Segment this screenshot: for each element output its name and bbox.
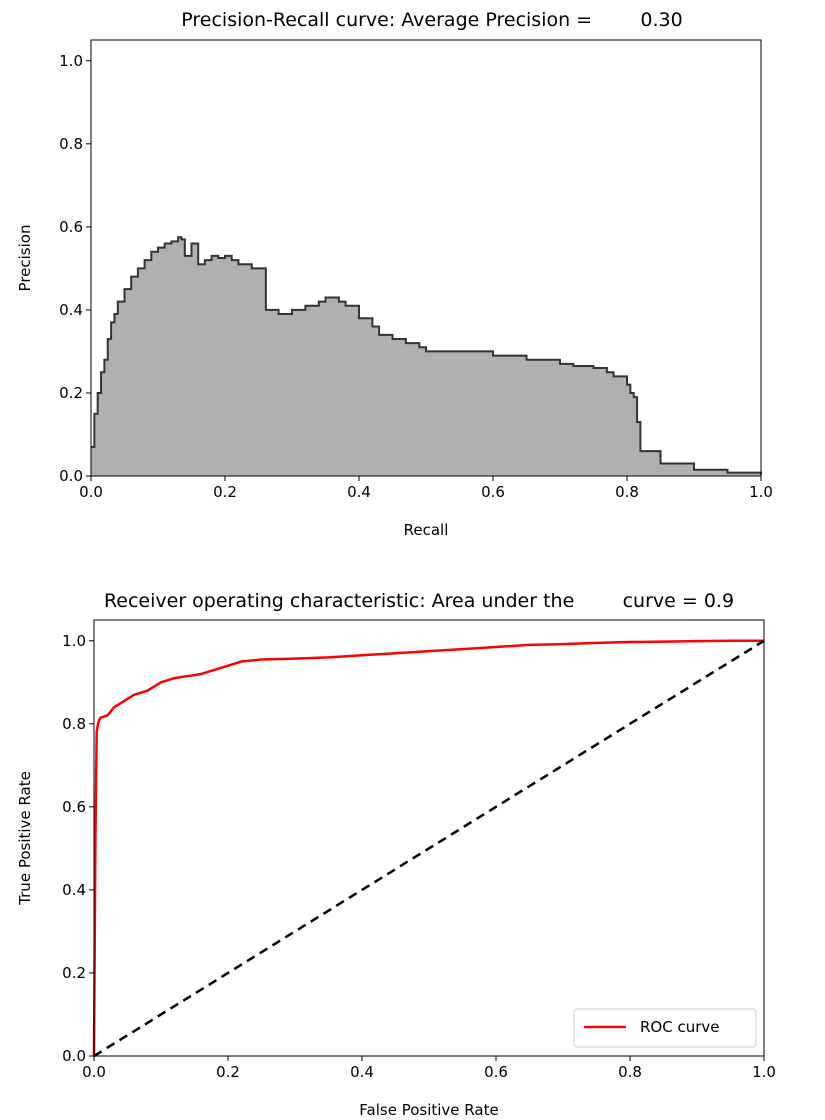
precision-recall-chart: Precision-Recall curve: Average Precisio… [16, 9, 773, 539]
y-tick-label: 0.8 [59, 135, 83, 153]
x-axis-ticks: 0.0 0.2 0.4 0.6 0.8 1.0 [79, 476, 773, 501]
y-axis-label: True Positive Rate [16, 771, 34, 906]
x-tick-label: 0.6 [481, 483, 505, 501]
x-tick-label: 1.0 [749, 483, 773, 501]
axes-frame [93, 619, 765, 1057]
diagonal-reference-line [93, 639, 765, 1058]
y-axis-ticks: 0.0 0.2 0.4 0.6 0.8 1.0 [62, 632, 94, 1065]
chart-title: Receiver operating characteristic: Area … [104, 590, 734, 612]
y-tick-label: 0.0 [59, 467, 83, 485]
y-tick-label: 0.6 [62, 798, 86, 816]
x-tick-label: 0.2 [213, 483, 237, 501]
x-axis-label: Recall [404, 521, 449, 539]
y-tick-label: 0.4 [62, 881, 86, 899]
legend: ROC curve [573, 1008, 757, 1048]
axes-frame [90, 39, 762, 477]
x-axis-ticks: 0.0 0.2 0.4 0.6 0.8 1.0 [82, 1056, 776, 1081]
plot-area [92, 639, 765, 1058]
chart-title: Precision-Recall curve: Average Precisio… [181, 9, 682, 31]
roc-curve-line [92, 639, 764, 1057]
x-tick-label: 0.8 [615, 483, 639, 501]
plot-area [91, 236, 762, 476]
x-tick-label: 0.4 [347, 483, 371, 501]
roc-chart: Receiver operating characteristic: Area … [16, 590, 776, 1119]
legend-box [573, 1008, 757, 1048]
x-tick-label: 1.0 [752, 1063, 776, 1081]
x-tick-label: 0.0 [82, 1063, 106, 1081]
precision-area [91, 237, 761, 476]
y-tick-label: 1.0 [59, 52, 83, 70]
x-tick-label: 0.2 [216, 1063, 240, 1081]
x-tick-label: 0.0 [79, 483, 103, 501]
y-axis-label: Precision [16, 225, 34, 292]
precision-step-line [91, 236, 762, 475]
y-tick-label: 0.6 [59, 218, 83, 236]
y-tick-label: 1.0 [62, 632, 86, 650]
y-axis-ticks: 0.0 0.2 0.4 0.6 0.8 1.0 [59, 52, 91, 485]
y-tick-label: 0.0 [62, 1047, 86, 1065]
y-tick-label: 0.4 [59, 301, 83, 319]
x-axis-label: False Positive Rate [359, 1101, 498, 1119]
legend-entry: ROC curve [640, 1018, 720, 1036]
x-tick-label: 0.6 [484, 1063, 508, 1081]
y-tick-label: 0.8 [62, 715, 86, 733]
x-tick-label: 0.4 [350, 1063, 374, 1081]
y-tick-label: 0.2 [59, 384, 83, 402]
y-tick-label: 0.2 [62, 964, 86, 982]
x-tick-label: 0.8 [618, 1063, 642, 1081]
